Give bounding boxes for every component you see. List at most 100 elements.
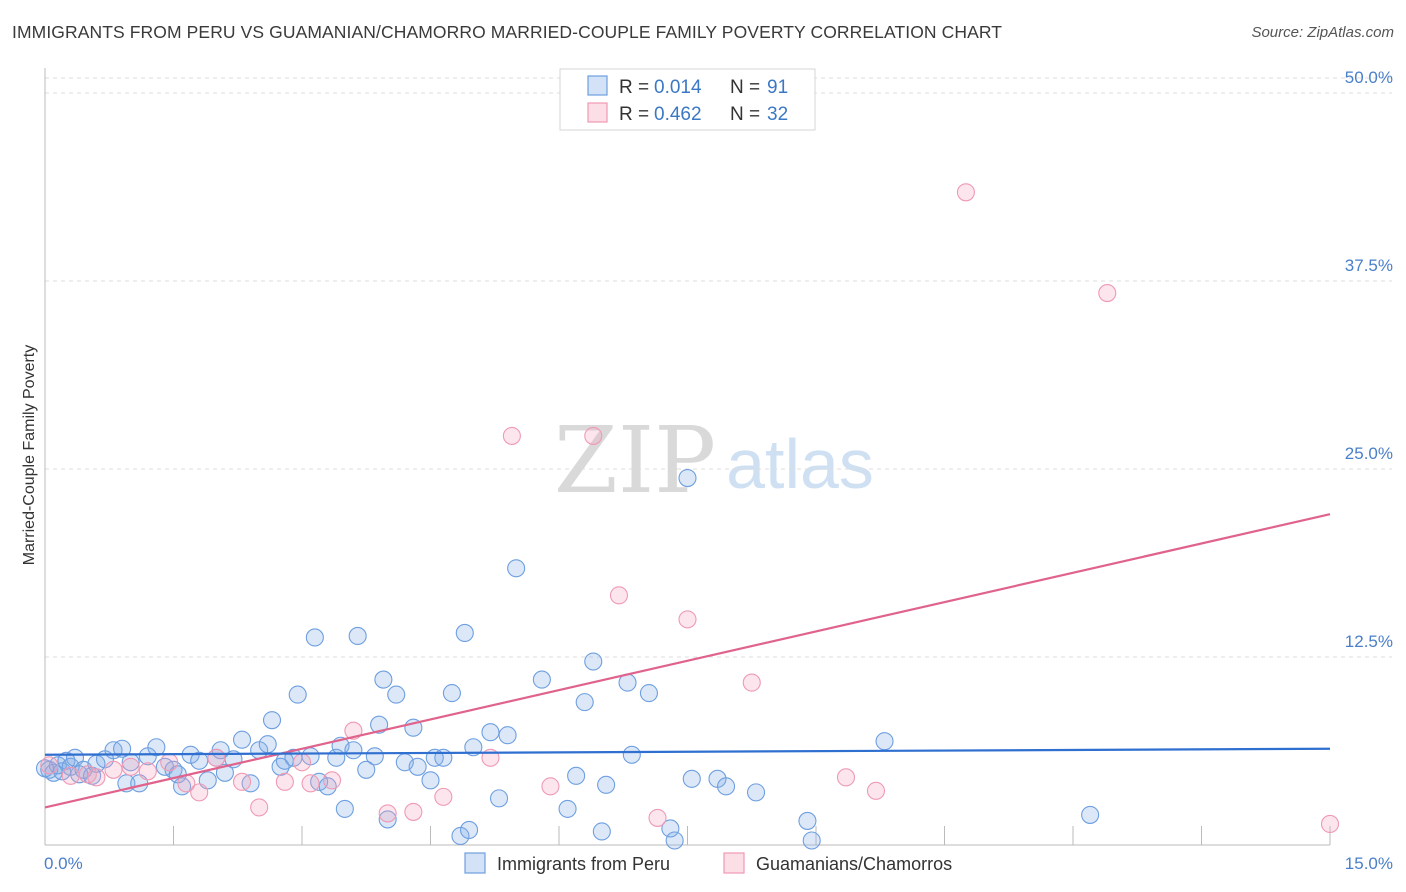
axes [44,68,1331,846]
data-point-peru [459,820,479,840]
data-point-peru [597,775,616,794]
legend-n-value-1: 91 [767,77,788,98]
legend-r-label-2: R = [619,104,649,125]
data-point-peru [584,652,603,671]
data-point-peru [464,738,483,757]
legend-bottom-label-chamorro: Guamanians/Chamorros [756,854,952,874]
data-point-peru [746,783,766,802]
data-point-peru [378,810,397,829]
data-point-peru [567,766,586,785]
trend-line-peru [44,747,1331,756]
data-point-chamorro [434,787,453,806]
data-point-chamorro [301,774,320,793]
data-point-peru [442,684,461,703]
data-point-chamorro [742,673,761,692]
data-point-peru [489,789,509,808]
source-label: Source: ZipAtlas.com [1251,24,1394,41]
data-point-peru [665,831,684,850]
data-point-chamorro [138,762,157,781]
legend-top: R = 0.014 N = 91 R = 0.462 N = 32 [559,68,816,131]
data-point-peru [421,771,440,790]
data-point-peru [232,730,252,749]
data-point-peru [305,628,324,647]
legend-swatch-pink [587,102,608,123]
data-point-peru [370,715,389,734]
data-point-peru [592,822,611,841]
x-tick-label-min: 0.0% [44,854,83,873]
data-point-peru [344,741,363,760]
legend-r-label-1: R = [619,77,649,98]
data-point-chamorro [1098,284,1117,303]
data-point-peru [408,757,427,776]
data-point-chamorro [275,772,294,791]
y-tick-labels: 12.5% 25.0% 37.5% 50.0% [1345,68,1393,651]
y-axis-label: Married-Couple Family Poverty [21,345,38,566]
data-point-chamorro [378,804,397,823]
data-point-peru [507,559,526,578]
data-point-peru [682,769,701,788]
data-point-chamorro [61,766,80,785]
data-point-peru [335,799,354,818]
data-point-chamorro [584,426,603,445]
data-point-peru [262,711,282,730]
legend-bottom-swatch-pink [723,852,745,874]
data-point-peru [558,799,577,818]
data-point-chamorro [678,610,697,629]
data-point-peru [113,739,132,758]
y-tick-label: 50.0% [1345,68,1393,87]
data-point-chamorro [404,802,423,821]
data-point-peru [387,685,406,704]
legend-r-value-1: 0.014 [654,77,702,98]
watermark-zip: ZIP [554,407,716,514]
data-point-peru [348,626,367,646]
data-point-chamorro [292,753,312,772]
data-point-peru [798,811,817,830]
data-point-peru [875,732,894,751]
series-peru-points [35,468,1100,850]
data-point-chamorro [648,808,667,827]
data-point-peru [258,735,277,754]
data-point-peru [661,819,680,838]
data-point-chamorro [541,777,560,796]
data-point-chamorro [609,586,629,605]
data-point-peru [716,777,736,796]
data-point-peru [481,723,500,742]
data-point-chamorro [866,781,886,800]
data-point-peru [575,693,594,712]
data-point-peru [357,760,376,779]
legend-n-label-2: N = [730,104,760,125]
data-point-peru [1081,805,1100,824]
legend-bottom-label-peru: Immigrants from Peru [497,854,670,874]
gridlines [45,77,1392,658]
y-tick-label: 37.5% [1345,256,1393,275]
legend-swatch-blue [587,75,608,96]
data-point-peru [365,747,384,766]
legend-top-box [559,68,816,131]
data-point-peru [498,726,517,745]
data-point-peru [147,738,166,757]
data-point-chamorro [87,768,106,787]
data-point-chamorro [160,753,179,772]
data-point-chamorro [190,783,209,802]
legend-n-label-1: N = [730,77,760,98]
data-point-chamorro [836,768,856,787]
x-tick-labels: 0.0% 15.0% [44,854,1393,873]
data-point-peru [639,684,659,703]
data-point-chamorro [1320,814,1340,833]
data-point-chamorro [232,772,252,791]
data-point-chamorro [322,771,342,790]
trend-lines [44,513,1331,809]
series-chamorro-points [40,183,1340,833]
data-point-peru [288,685,307,704]
data-point-chamorro [250,798,269,817]
y-tick-label: 25.0% [1345,444,1393,463]
data-point-peru [190,751,209,770]
data-point-peru [678,468,697,488]
legend-r-value-2: 0.462 [654,104,702,125]
data-point-chamorro [104,760,123,779]
data-point-peru [374,670,393,689]
data-point-peru [215,763,234,782]
trend-line-chamorro [44,513,1331,809]
data-point-chamorro [502,426,521,445]
